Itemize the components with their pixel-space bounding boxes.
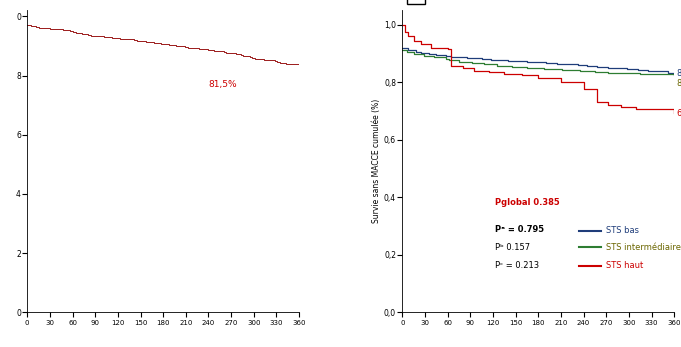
Text: STS intermédiaire: STS intermédiaire [606, 243, 681, 252]
Text: STS haut: STS haut [606, 261, 644, 270]
Text: 81,5%: 81,5% [208, 81, 237, 90]
Text: Pglobal 0.385: Pglobal 0.385 [495, 197, 560, 206]
Text: Pᵃ = 0.795: Pᵃ = 0.795 [495, 225, 544, 234]
Text: 69,2%: 69,2% [676, 109, 681, 118]
Text: 82,7%: 82,7% [676, 79, 681, 88]
Y-axis label: Survie sans MACCE cumulée (%): Survie sans MACCE cumulée (%) [373, 99, 381, 223]
Text: Pᶜ = 0.213: Pᶜ = 0.213 [495, 261, 539, 270]
Text: Pᵇ 0.157: Pᵇ 0.157 [495, 243, 530, 252]
Text: STS bas: STS bas [606, 226, 639, 235]
Text: 83,1%: 83,1% [676, 69, 681, 78]
